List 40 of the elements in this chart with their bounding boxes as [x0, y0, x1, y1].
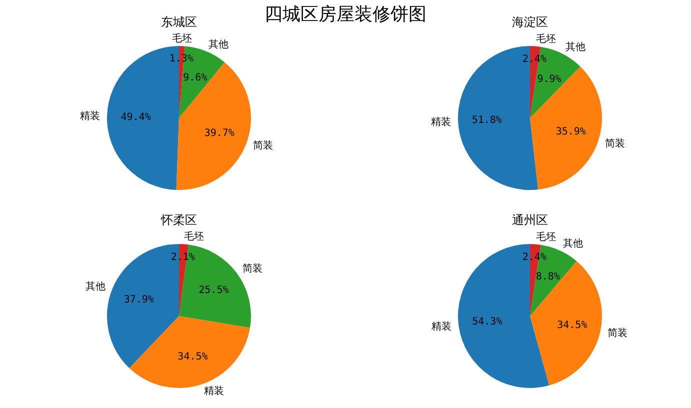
text: 四城区房屋装修饼图	[264, 4, 426, 25]
slice-label: 其他	[85, 280, 106, 292]
data-label: 2.4%	[522, 252, 546, 263]
chart-title: 通州区	[512, 213, 548, 227]
slice-label: 精装	[204, 384, 224, 397]
data-label: 54.3%	[472, 316, 502, 328]
data-label: 9.9%	[537, 74, 562, 86]
data-label: 39.7%	[204, 128, 234, 140]
data-label: 25.5%	[198, 285, 229, 296]
data-label: 37.9%	[124, 294, 154, 306]
slice-label: 简装	[253, 140, 274, 152]
pie-slice	[176, 62, 251, 190]
data-label: 49.4%	[120, 112, 151, 123]
slice-label: 简装	[242, 262, 263, 275]
data-label: 34.5%	[178, 352, 208, 363]
slice-label: 简装	[607, 326, 628, 339]
data-label: 8.8%	[536, 271, 560, 282]
data-label: 2.1%	[170, 252, 195, 263]
slice-label: 其他	[562, 238, 583, 250]
slice-label: 精装	[432, 320, 452, 332]
chart-title: 怀柔区	[160, 213, 197, 227]
slice-label: 其他	[208, 38, 229, 50]
chart-subtitle: 东城区	[161, 15, 197, 29]
slice-label: 精装	[80, 110, 100, 122]
slice-label: 简装	[604, 137, 625, 150]
slice-label: 毛坯	[536, 32, 556, 45]
data-label: 51.8%	[472, 115, 502, 126]
chart-title: 海淀区	[512, 15, 548, 29]
slice-label: 毛坯	[184, 230, 204, 243]
data-label: 9.6%	[183, 72, 208, 84]
data-label: 34.5%	[557, 320, 588, 332]
slice-label: 毛坯	[172, 32, 192, 45]
pie-slice	[530, 261, 602, 386]
slice-label: 毛坯	[536, 230, 556, 243]
slice-label: 其他	[565, 40, 586, 53]
pie-slice	[530, 66, 602, 190]
data-label: 1.3%	[169, 54, 194, 65]
data-label: 35.9%	[556, 126, 586, 138]
slice-label: 精装	[430, 116, 451, 128]
data-label: 2.4%	[522, 54, 546, 65]
